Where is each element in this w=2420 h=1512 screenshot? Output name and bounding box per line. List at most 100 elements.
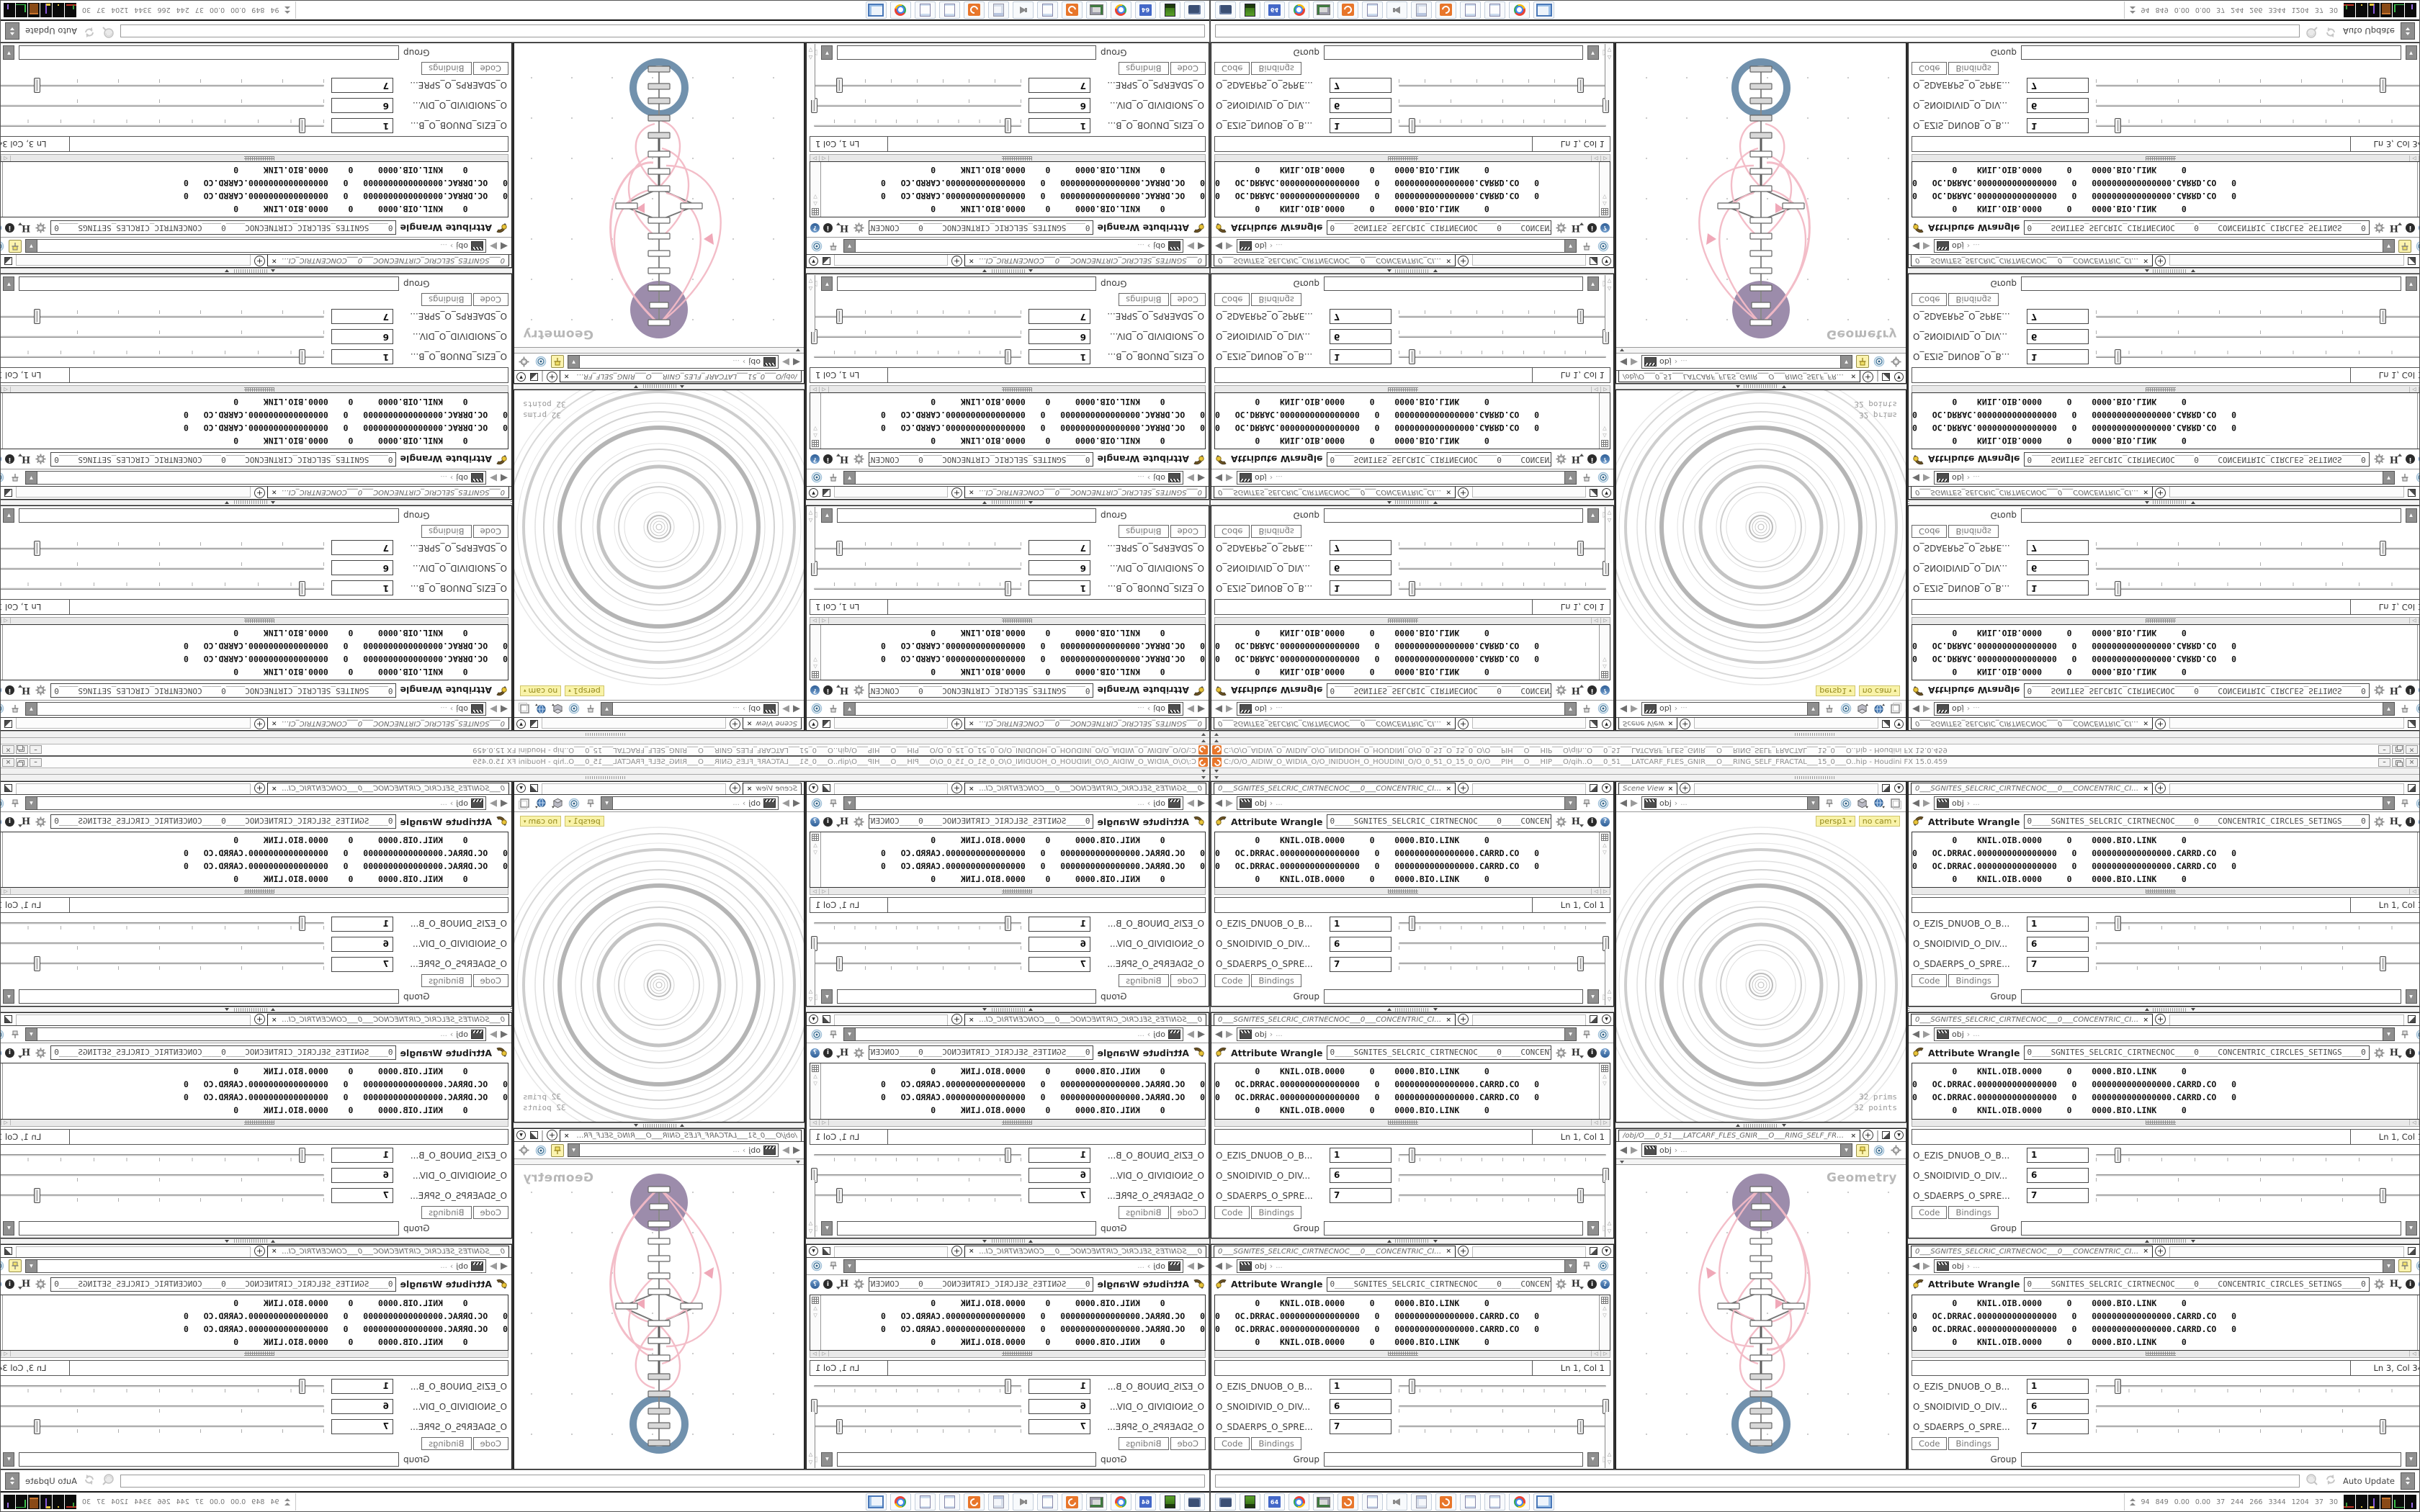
presets-menu-icon[interactable]: H [2390, 816, 2403, 827]
snippet-scrollbar[interactable]: △ ▽ [2417, 1063, 2419, 1119]
path-dropdown-button[interactable]: ▼ [844, 1028, 856, 1041]
collapsed-shelf-strip[interactable] [1211, 768, 2419, 775]
parameter-slider[interactable] [2094, 1147, 2419, 1164]
hscroll-grip[interactable] [1002, 387, 1032, 392]
pane-tab[interactable]: 0___SGNITES_SELCRIC_CIRTNECNOC___0___CON… [267, 1245, 509, 1257]
snippet-editor[interactable]: 0 KNIL.OIB.0000 0 0000.BIO.LINK 0 0 OC.D… [1912, 1063, 2419, 1120]
tab-bindings[interactable]: Bindings [1251, 524, 1301, 538]
parameter-slider[interactable] [2094, 1187, 2419, 1205]
update-mode-label[interactable]: Auto Update [2342, 26, 2395, 37]
info-icon[interactable]: i [2406, 1279, 2416, 1290]
close-icon[interactable]: × [564, 372, 570, 380]
pane-menu-button[interactable]: ▼ [1602, 1246, 1611, 1256]
tab-code[interactable]: Code [1214, 1436, 1250, 1450]
houdini-icon[interactable] [1435, 1493, 1456, 1511]
pane-splitter[interactable] [806, 1238, 1209, 1244]
path-dropdown-button[interactable]: ▼ [844, 240, 856, 253]
tab-code[interactable]: Code [472, 1436, 508, 1450]
radial-menu-icon[interactable] [1597, 1259, 1610, 1272]
group-dropdown-button[interactable]: ▼ [1587, 45, 1599, 60]
slider-handle[interactable] [298, 118, 305, 134]
pane-splitter[interactable] [1908, 268, 2420, 274]
snippet-scrollbar[interactable]: △ ▽ [2417, 832, 2419, 888]
scene-viewport[interactable]: persp1 ▾ no cam ▾ 32 prims 32 points [514, 812, 804, 1122]
pin-icon[interactable] [827, 471, 840, 484]
scroll-right-icon[interactable]: ▷ [1600, 618, 1610, 624]
splitter-grip[interactable] [1795, 733, 1835, 736]
radial-menu-icon[interactable] [568, 797, 581, 810]
scroll-down-icon[interactable]: ▽ [813, 425, 817, 431]
snippet-editor[interactable]: 0 KNIL.OIB.0000 0 0000.BIO.LINK 0 0 OC.D… [1912, 832, 2419, 888]
slider-handle[interactable] [1004, 1147, 1011, 1163]
slider-handle[interactable] [2115, 1378, 2122, 1394]
slider-handle[interactable] [0, 98, 1, 114]
splitter-grip[interactable] [585, 776, 625, 779]
parameter-slider[interactable] [810, 559, 1023, 577]
slider-handle[interactable] [33, 1418, 40, 1434]
pane-tab[interactable]: 0___SGNITES_SELCRIC_CIRTNECNOC___0___CON… [1214, 718, 1456, 729]
chrome-icon[interactable] [1111, 1, 1131, 19]
snippet-text[interactable]: 0 KNIL.OIB.0000 0 0000.BIO.LINK 0 0 OC.D… [821, 1295, 1205, 1350]
pane-scrollbar[interactable]: △ ▽ [1605, 1180, 1613, 1237]
snippet-text[interactable]: 0 KNIL.OIB.0000 0 0000.BIO.LINK 0 0 OC.D… [1912, 162, 2417, 217]
slider-handle[interactable] [1577, 78, 1585, 94]
scroll-right-icon[interactable]: ▷ [1600, 1351, 1610, 1357]
scroll-left-icon[interactable]: ◁ [820, 618, 829, 624]
hscroll-grip[interactable] [1002, 618, 1032, 624]
group-dropdown-button[interactable]: ▼ [821, 1452, 833, 1467]
update-mode-label[interactable]: Auto Update [25, 1475, 78, 1486]
notepad-icon[interactable] [939, 1, 960, 19]
code-input[interactable] [68, 367, 508, 384]
gear-icon[interactable] [34, 1278, 47, 1291]
scroll-left-icon[interactable]: ◁ [2409, 1351, 2419, 1357]
scene-viewport[interactable]: persp1 ▾ no cam ▾ 32 prims 32 points [1616, 812, 1906, 1122]
parameter-slider[interactable] [1397, 307, 1608, 325]
new-tab-button[interactable]: + [2155, 719, 2166, 729]
scroll-down-icon[interactable]: ▽ [1607, 47, 1612, 53]
volume-icon[interactable] [1013, 1, 1034, 19]
back-icon[interactable]: ◀ [1198, 240, 1205, 252]
group-dropdown-button[interactable]: ▼ [2405, 989, 2417, 1004]
parameter-value-field[interactable]: 1 [1330, 1379, 1392, 1395]
parameter-value-field[interactable]: 1 [1028, 1148, 1090, 1164]
scroll-left-icon[interactable]: ◁ [1, 386, 11, 392]
back-icon[interactable]: ◀ [501, 240, 508, 252]
pane-menu-button[interactable]: ▼ [809, 719, 818, 729]
parameter-value-field[interactable]: 6 [331, 1168, 393, 1184]
parameter-slider[interactable] [2094, 1378, 2419, 1395]
scroll-left-icon[interactable]: ◁ [2409, 155, 2419, 161]
path-dropdown-button[interactable]: ▼ [2383, 797, 2395, 809]
pane-splitter[interactable] [806, 1007, 1209, 1013]
presets-menu-icon[interactable]: H [18, 1279, 30, 1290]
parameter-value-field[interactable]: 6 [331, 936, 393, 952]
close-icon[interactable]: × [564, 1132, 570, 1140]
forward-icon[interactable]: ▶ [1187, 703, 1194, 714]
path-dropdown-button[interactable]: ▼ [844, 703, 856, 715]
back-icon[interactable]: ◀ [1912, 798, 1919, 809]
presets-menu-icon[interactable]: H [18, 816, 30, 827]
maximize-pane-icon[interactable] [4, 720, 12, 728]
forward-icon[interactable]: ▶ [1923, 703, 1930, 714]
gear-icon[interactable] [518, 356, 531, 369]
maximize-pane-icon[interactable] [1590, 720, 1597, 728]
path-dropdown-button[interactable]: ▼ [25, 1259, 37, 1272]
group-dropdown-button[interactable]: ▼ [3, 1452, 15, 1467]
parameter-value-field[interactable]: 1 [2027, 117, 2089, 133]
tab-bindings[interactable]: Bindings [1119, 974, 1169, 988]
help-icon[interactable]: ? [810, 816, 820, 827]
group-dropdown-button[interactable]: ▼ [3, 508, 15, 523]
back-icon[interactable]: ◀ [793, 798, 800, 809]
close-icon[interactable]: × [1667, 785, 1674, 793]
path-field[interactable]: obj › ... ▼ [1934, 702, 2396, 716]
splitter-grip[interactable] [1795, 776, 1835, 779]
scroll-up-icon[interactable]: △ [1607, 517, 1612, 523]
path-field[interactable]: obj › ... ▼ [24, 470, 486, 485]
forward-icon[interactable]: ▶ [1923, 1260, 1930, 1272]
path-dropdown-button[interactable]: ▼ [1840, 1144, 1852, 1156]
hscroll-grip[interactable] [244, 1120, 274, 1125]
radial-menu-icon[interactable] [0, 1028, 5, 1041]
group-input[interactable] [1324, 1220, 1583, 1236]
snippet-hscrollbar[interactable]: ◁ ▷ [1912, 616, 2420, 624]
scroll-right-icon[interactable]: ▷ [810, 1351, 820, 1357]
image-viewer-icon[interactable] [1533, 1, 1554, 19]
